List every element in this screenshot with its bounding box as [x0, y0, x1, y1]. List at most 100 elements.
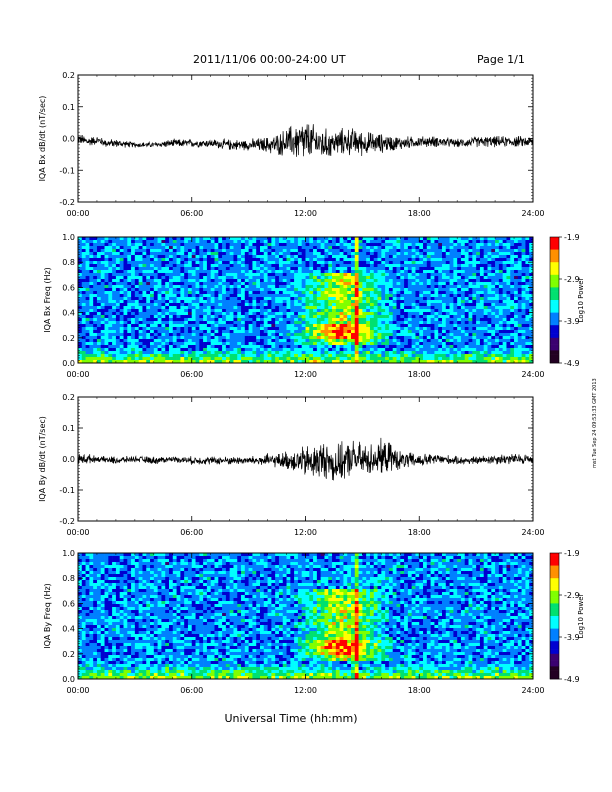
colorbar-swatch: [550, 297, 559, 301]
colorbar-swatch: [550, 569, 559, 573]
y-tick-label: 0.4: [62, 309, 75, 318]
y-axis-label: IQA Bx Freq (Hz): [43, 267, 52, 333]
x-tick-label: 24:00: [521, 528, 544, 537]
colorbar-swatch: [550, 599, 559, 602]
y-tick-label: 0.0: [62, 359, 75, 368]
y-tick-label: 0.2: [62, 650, 75, 659]
colorbar-swatch: [550, 592, 559, 596]
colorbar-swatch: [550, 595, 559, 598]
by-spectrogram-panel: 1.0 0.8 0.6 0.4 0.2 0.0 00:00 06:00 12:00 18:00 24…: [43, 549, 545, 695]
colorbar-swatch: [550, 339, 559, 343]
colorbar-swatch: [550, 674, 559, 678]
colorbar-swatch: [550, 318, 559, 322]
colorbar-swatch: [550, 253, 559, 257]
colorbar-swatch: [550, 676, 559, 680]
x-tick-label: 06:00: [180, 370, 203, 379]
y-tick-label: -0.2: [59, 198, 75, 207]
x-tick-label: 18:00: [408, 686, 431, 695]
colorbar-swatch: [550, 658, 559, 661]
colorbar-swatch: [550, 559, 559, 562]
y-axis-label: IQA Bx dB/dt (nT/sec): [38, 96, 47, 182]
colorbar-swatch: [550, 574, 559, 577]
colorbar-swatch: [550, 258, 559, 261]
by-colorbar: -1.9 -2.9 -3.9 -4.9 Log10 Power: [549, 549, 585, 684]
colorbar-swatch: [550, 289, 559, 292]
colorbar-swatch: [550, 588, 559, 592]
colorbar-swatch: [550, 584, 559, 587]
colorbar-swatch: [550, 597, 559, 600]
colorbar-swatch: [550, 335, 559, 339]
waveform-trace: [77, 124, 534, 157]
colorbar-swatch: [550, 613, 559, 617]
colorbar-swatch: [550, 561, 559, 564]
colorbar-tick-label: -1.9: [564, 233, 580, 242]
plot-frame: [77, 236, 534, 364]
y-tick-label: 0.0: [62, 455, 75, 464]
colorbar-swatch: [550, 555, 559, 558]
x-tick-label: 18:00: [408, 209, 431, 218]
plot-frame: [77, 74, 534, 203]
colorbar-swatch: [550, 264, 559, 267]
bx-spectrogram-panel: 1.0 0.8 0.6 0.4 0.2 0.0 00:00 06:00 12:00 18:00 24…: [43, 233, 545, 379]
colorbar-swatch: [550, 630, 559, 634]
y-tick-label: 0.6: [62, 283, 75, 292]
y-tick-label: 0.2: [62, 71, 75, 80]
colorbar-swatch: [550, 241, 559, 244]
colorbar-swatch: [550, 249, 559, 252]
colorbar-swatch: [550, 586, 559, 589]
bx-waveform-panel: 0.2 0.1 0.0 -0.1 -0.2 00:00 06:00 12:00 18:00 24:…: [38, 71, 545, 218]
page-title: 2011/11/06 00:00-24:00 UT: [193, 53, 346, 66]
colorbar-swatch: [550, 272, 559, 276]
y-tick-label: -0.2: [59, 517, 75, 526]
colorbar-frame: [549, 552, 560, 680]
spectrogram-image: [78, 237, 534, 364]
colorbar-swatch: [550, 306, 559, 309]
y-tick-label: 1.0: [62, 233, 75, 242]
colorbar-swatch: [550, 647, 559, 650]
colorbar-swatch: [550, 620, 559, 623]
colorbar-swatch: [550, 360, 559, 364]
x-tick-label: 18:00: [408, 528, 431, 537]
spectrogram-image: [78, 553, 534, 680]
colorbar-swatch: [550, 639, 559, 642]
colorbar-tick-label: -3.9: [564, 633, 580, 642]
colorbar-swatch: [550, 618, 559, 621]
colorbar-swatch: [550, 653, 559, 657]
colorbar-swatch: [550, 607, 559, 610]
colorbar-swatch: [550, 276, 559, 280]
x-tick-label: 00:00: [66, 686, 89, 695]
x-tick-label: 12:00: [294, 686, 317, 695]
colorbar-swatch: [550, 314, 559, 318]
colorbar-tick-label: -2.9: [564, 275, 580, 284]
page-number: Page 1/1: [477, 53, 525, 66]
colorbar-label: Log10 Power: [577, 277, 585, 322]
colorbar-swatch: [550, 316, 559, 320]
colorbar-swatch: [550, 576, 559, 579]
colorbar-tick-label: -4.9: [564, 359, 580, 368]
colorbar-swatch: [550, 243, 559, 246]
colorbar-swatch: [550, 358, 559, 362]
y-tick-label: 0.8: [62, 258, 75, 267]
colorbar-swatch: [550, 333, 559, 336]
colorbar-swatch: [550, 337, 559, 341]
colorbar-swatch: [550, 310, 559, 313]
colorbar-tick-label: -3.9: [564, 317, 580, 326]
x-tick-label: 12:00: [294, 370, 317, 379]
x-tick-label: 24:00: [521, 370, 544, 379]
y-tick-label: 0.0: [62, 675, 75, 684]
colorbar-swatch: [550, 578, 559, 581]
colorbar-swatch: [550, 245, 559, 248]
colorbar-swatch: [550, 237, 559, 240]
colorbar-tick-label: -1.9: [564, 549, 580, 558]
colorbar-swatch: [550, 622, 559, 625]
colorbar-swatch: [550, 293, 559, 297]
colorbar-swatch: [550, 609, 559, 613]
colorbar-swatch: [550, 285, 559, 288]
colorbar-swatch: [550, 668, 559, 671]
y-tick-label: 0.1: [62, 103, 75, 112]
colorbar-swatch: [550, 329, 559, 332]
colorbar-swatch: [550, 666, 559, 669]
colorbar-swatch: [550, 634, 559, 638]
colorbar-swatch: [550, 281, 559, 284]
colorbar-swatch: [550, 664, 559, 667]
